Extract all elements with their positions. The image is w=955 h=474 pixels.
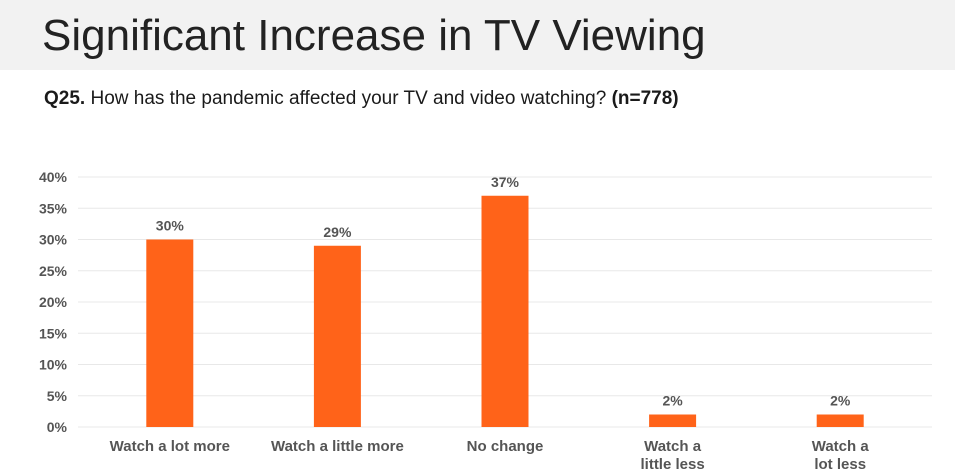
data-label: 30% xyxy=(156,218,185,234)
x-category-label: Watch a lot less xyxy=(812,438,870,473)
x-category-label-line: Watch a xyxy=(644,438,702,455)
question-line: Q25. How has the pandemic affected your … xyxy=(44,88,679,110)
bar-3 xyxy=(649,414,697,427)
y-tick-label: 40% xyxy=(39,169,68,185)
data-label: 2% xyxy=(662,393,683,409)
y-tick-label: 10% xyxy=(39,357,68,373)
title-band xyxy=(0,0,955,70)
bar-2 xyxy=(481,195,529,427)
x-category-label-line: Watch a little more xyxy=(271,438,404,455)
y-tick-label: 15% xyxy=(39,325,68,341)
y-tick-label: 25% xyxy=(39,263,68,279)
question-number: Q25. xyxy=(44,88,86,109)
x-category-label: Watch a lot more xyxy=(110,438,230,455)
y-tick-label: 20% xyxy=(39,294,68,310)
x-category-label-line: No change xyxy=(467,438,544,455)
x-category-label-line: Watch a lot more xyxy=(110,438,230,455)
data-label: 2% xyxy=(830,393,851,409)
bar-4 xyxy=(816,414,864,427)
y-tick-label: 5% xyxy=(47,388,68,404)
bar-1 xyxy=(313,245,361,427)
x-category-label: No change xyxy=(467,438,544,455)
bar-0 xyxy=(146,239,194,427)
sample-size: (n=778) xyxy=(611,88,679,109)
y-tick-label: 30% xyxy=(39,232,68,248)
y-tick-label: 0% xyxy=(47,419,68,435)
data-label: 29% xyxy=(323,224,352,240)
bar-chart: 0% 5% 10% 15% 20% 25% 30% 35% 40% 30% Watch a lot … xyxy=(39,169,932,473)
x-category-label: Watch a little more xyxy=(271,438,404,455)
x-category-label: Watch a little less xyxy=(640,438,704,473)
x-category-label-line: little less xyxy=(640,456,704,473)
x-category-label-line: lot less xyxy=(814,456,866,473)
page-title: Significant Increase in TV Viewing xyxy=(42,11,706,60)
data-label: 37% xyxy=(491,174,520,190)
y-tick-label: 35% xyxy=(39,200,68,216)
question-text: How has the pandemic affected your TV an… xyxy=(90,88,607,109)
x-category-label-line: Watch a xyxy=(812,438,870,455)
